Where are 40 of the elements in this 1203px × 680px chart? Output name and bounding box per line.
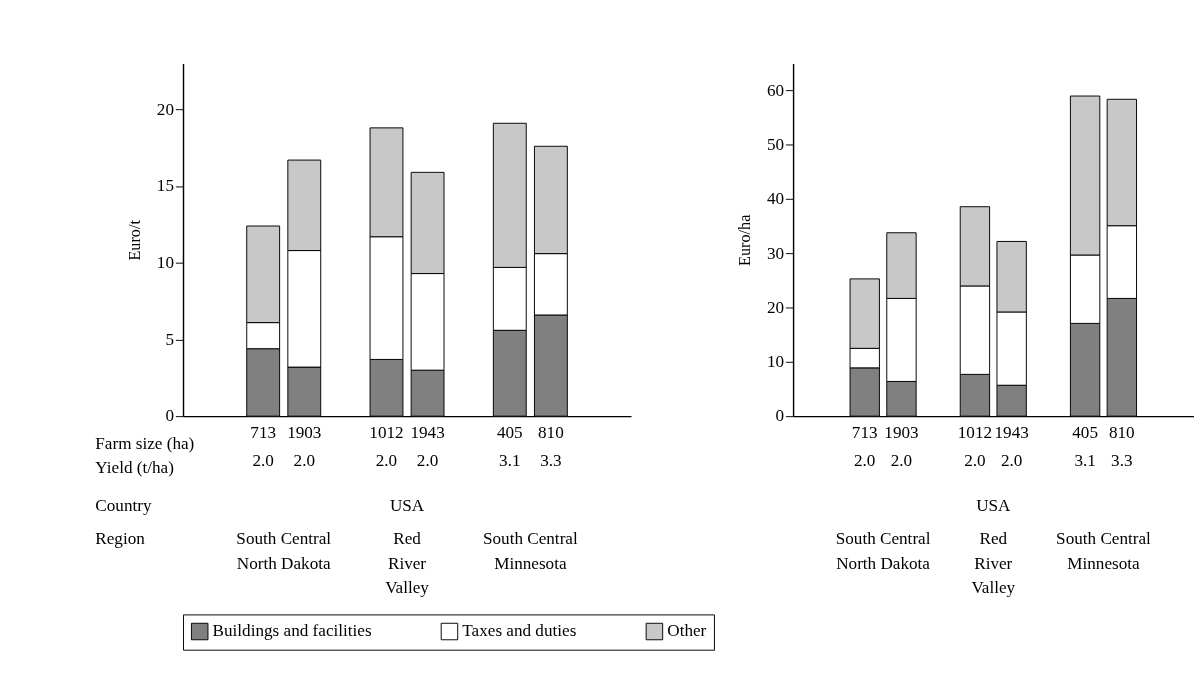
text: Farm size (ha) Yield (t/ha) bbox=[95, 433, 195, 478]
legend-label: Other bbox=[667, 621, 707, 641]
x-tick-label: 1903 2.0 bbox=[287, 422, 322, 471]
y-axis-title: Euro/ha bbox=[735, 214, 754, 266]
y-tick-label: 20 bbox=[156, 99, 174, 119]
y-tick-label: 20 bbox=[766, 297, 785, 317]
text: Country bbox=[95, 495, 152, 515]
x-tick-label: 713 2.0 bbox=[250, 422, 277, 471]
y-tick-label: 50 bbox=[766, 135, 785, 155]
y-tick-label: 0 bbox=[165, 406, 174, 426]
legend-label: Buildings and facilities bbox=[212, 621, 372, 641]
x-tick-label: 405 3.1 bbox=[496, 422, 523, 471]
x-tick-label: 1012 2.0 bbox=[957, 422, 993, 471]
x-tick-label: 1012 2.0 bbox=[369, 422, 404, 471]
text: USA bbox=[976, 495, 1012, 515]
y-axis-title: Euro/t bbox=[125, 219, 144, 261]
text: USA bbox=[389, 495, 425, 515]
text: South Central North Dakota bbox=[835, 528, 931, 573]
y-tick-label: 10 bbox=[766, 352, 785, 372]
x-tick-label: 405 3.1 bbox=[1072, 422, 1098, 471]
y-tick-label: 40 bbox=[766, 189, 785, 209]
y-tick-label: 10 bbox=[156, 253, 174, 273]
x-tick-label: 1943 2.0 bbox=[994, 422, 1029, 471]
y-tick-label: 5 bbox=[165, 329, 174, 349]
x-tick-label: 1903 2.0 bbox=[884, 422, 919, 471]
y-tick-label: 0 bbox=[775, 406, 785, 426]
x-tick-label: 1943 2.0 bbox=[410, 422, 445, 471]
text: South Central Minnesota bbox=[1056, 528, 1152, 573]
text: Region bbox=[95, 528, 146, 548]
x-tick-label: 713 2.0 bbox=[851, 422, 878, 471]
y-tick-label: 30 bbox=[766, 243, 785, 263]
x-tick-label: 810 3.3 bbox=[538, 422, 564, 471]
text: South Central North Dakota bbox=[236, 528, 332, 573]
text: South Central Minnesota bbox=[482, 528, 578, 573]
y-tick-label: 60 bbox=[766, 80, 785, 100]
legend-label: Taxes and duties bbox=[462, 621, 577, 641]
text: Red River Valley bbox=[971, 528, 1016, 598]
y-tick-label: 15 bbox=[156, 176, 174, 196]
x-tick-label: 810 3.3 bbox=[1108, 422, 1135, 471]
text: Red River Valley bbox=[385, 528, 430, 598]
